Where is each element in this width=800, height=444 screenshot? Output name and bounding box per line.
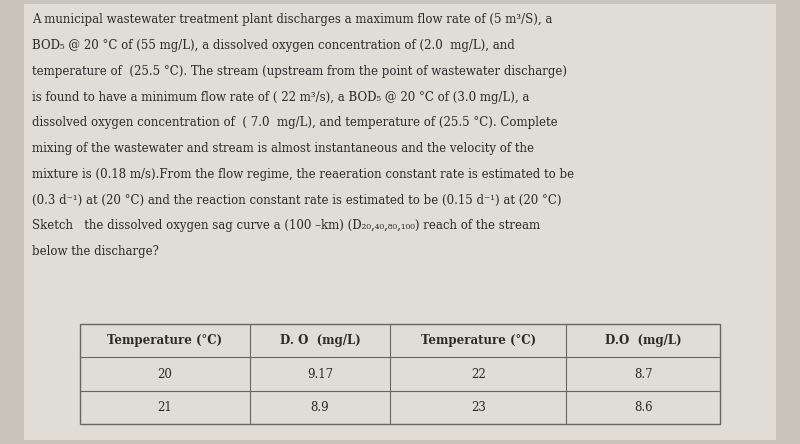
Text: D. O  (mg/L): D. O (mg/L) <box>280 334 360 347</box>
Text: Temperature (°C): Temperature (°C) <box>421 334 536 347</box>
Text: dissolved oxygen concentration of  ( 7.0  mg/L), and temperature of (25.5 °C). C: dissolved oxygen concentration of ( 7.0 … <box>32 116 558 129</box>
Text: temperature of  (25.5 °C). The stream (upstream from the point of wastewater dis: temperature of (25.5 °C). The stream (up… <box>32 65 567 78</box>
Text: A municipal wastewater treatment plant discharges a maximum flow rate of (5 m³/S: A municipal wastewater treatment plant d… <box>32 13 552 26</box>
FancyBboxPatch shape <box>24 4 776 440</box>
Text: D.O  (mg/L): D.O (mg/L) <box>605 334 682 347</box>
Text: 20: 20 <box>158 368 172 381</box>
Text: Sketch   the dissolved oxygen sag curve a (100 –km) (D₂₀,₄₀,₈₀,₁₀₀) reach of the: Sketch the dissolved oxygen sag curve a … <box>32 219 540 232</box>
Text: below the discharge?: below the discharge? <box>32 245 159 258</box>
Text: 22: 22 <box>471 368 486 381</box>
Text: 8.7: 8.7 <box>634 368 653 381</box>
Text: 8.9: 8.9 <box>310 401 330 414</box>
Text: BOD₅ @ 20 °C of (55 mg/L), a dissolved oxygen concentration of (2.0  mg/L), and: BOD₅ @ 20 °C of (55 mg/L), a dissolved o… <box>32 39 514 52</box>
Text: 21: 21 <box>158 401 172 414</box>
Text: mixture is (0.18 m/s).From the flow regime, the reaeration constant rate is esti: mixture is (0.18 m/s).From the flow regi… <box>32 168 574 181</box>
Text: Temperature (°C): Temperature (°C) <box>107 334 222 347</box>
Text: 8.6: 8.6 <box>634 401 653 414</box>
Bar <box>80 324 720 424</box>
Text: 9.17: 9.17 <box>307 368 333 381</box>
Text: is found to have a minimum flow rate of ( 22 m³/s), a BOD₅ @ 20 °C of (3.0 mg/L): is found to have a minimum flow rate of … <box>32 91 530 103</box>
Text: (0.3 d⁻¹) at (20 °C) and the reaction constant rate is estimated to be (0.15 d⁻¹: (0.3 d⁻¹) at (20 °C) and the reaction co… <box>32 194 562 206</box>
Text: 23: 23 <box>471 401 486 414</box>
Text: mixing of the wastewater and stream is almost instantaneous and the velocity of : mixing of the wastewater and stream is a… <box>32 142 534 155</box>
